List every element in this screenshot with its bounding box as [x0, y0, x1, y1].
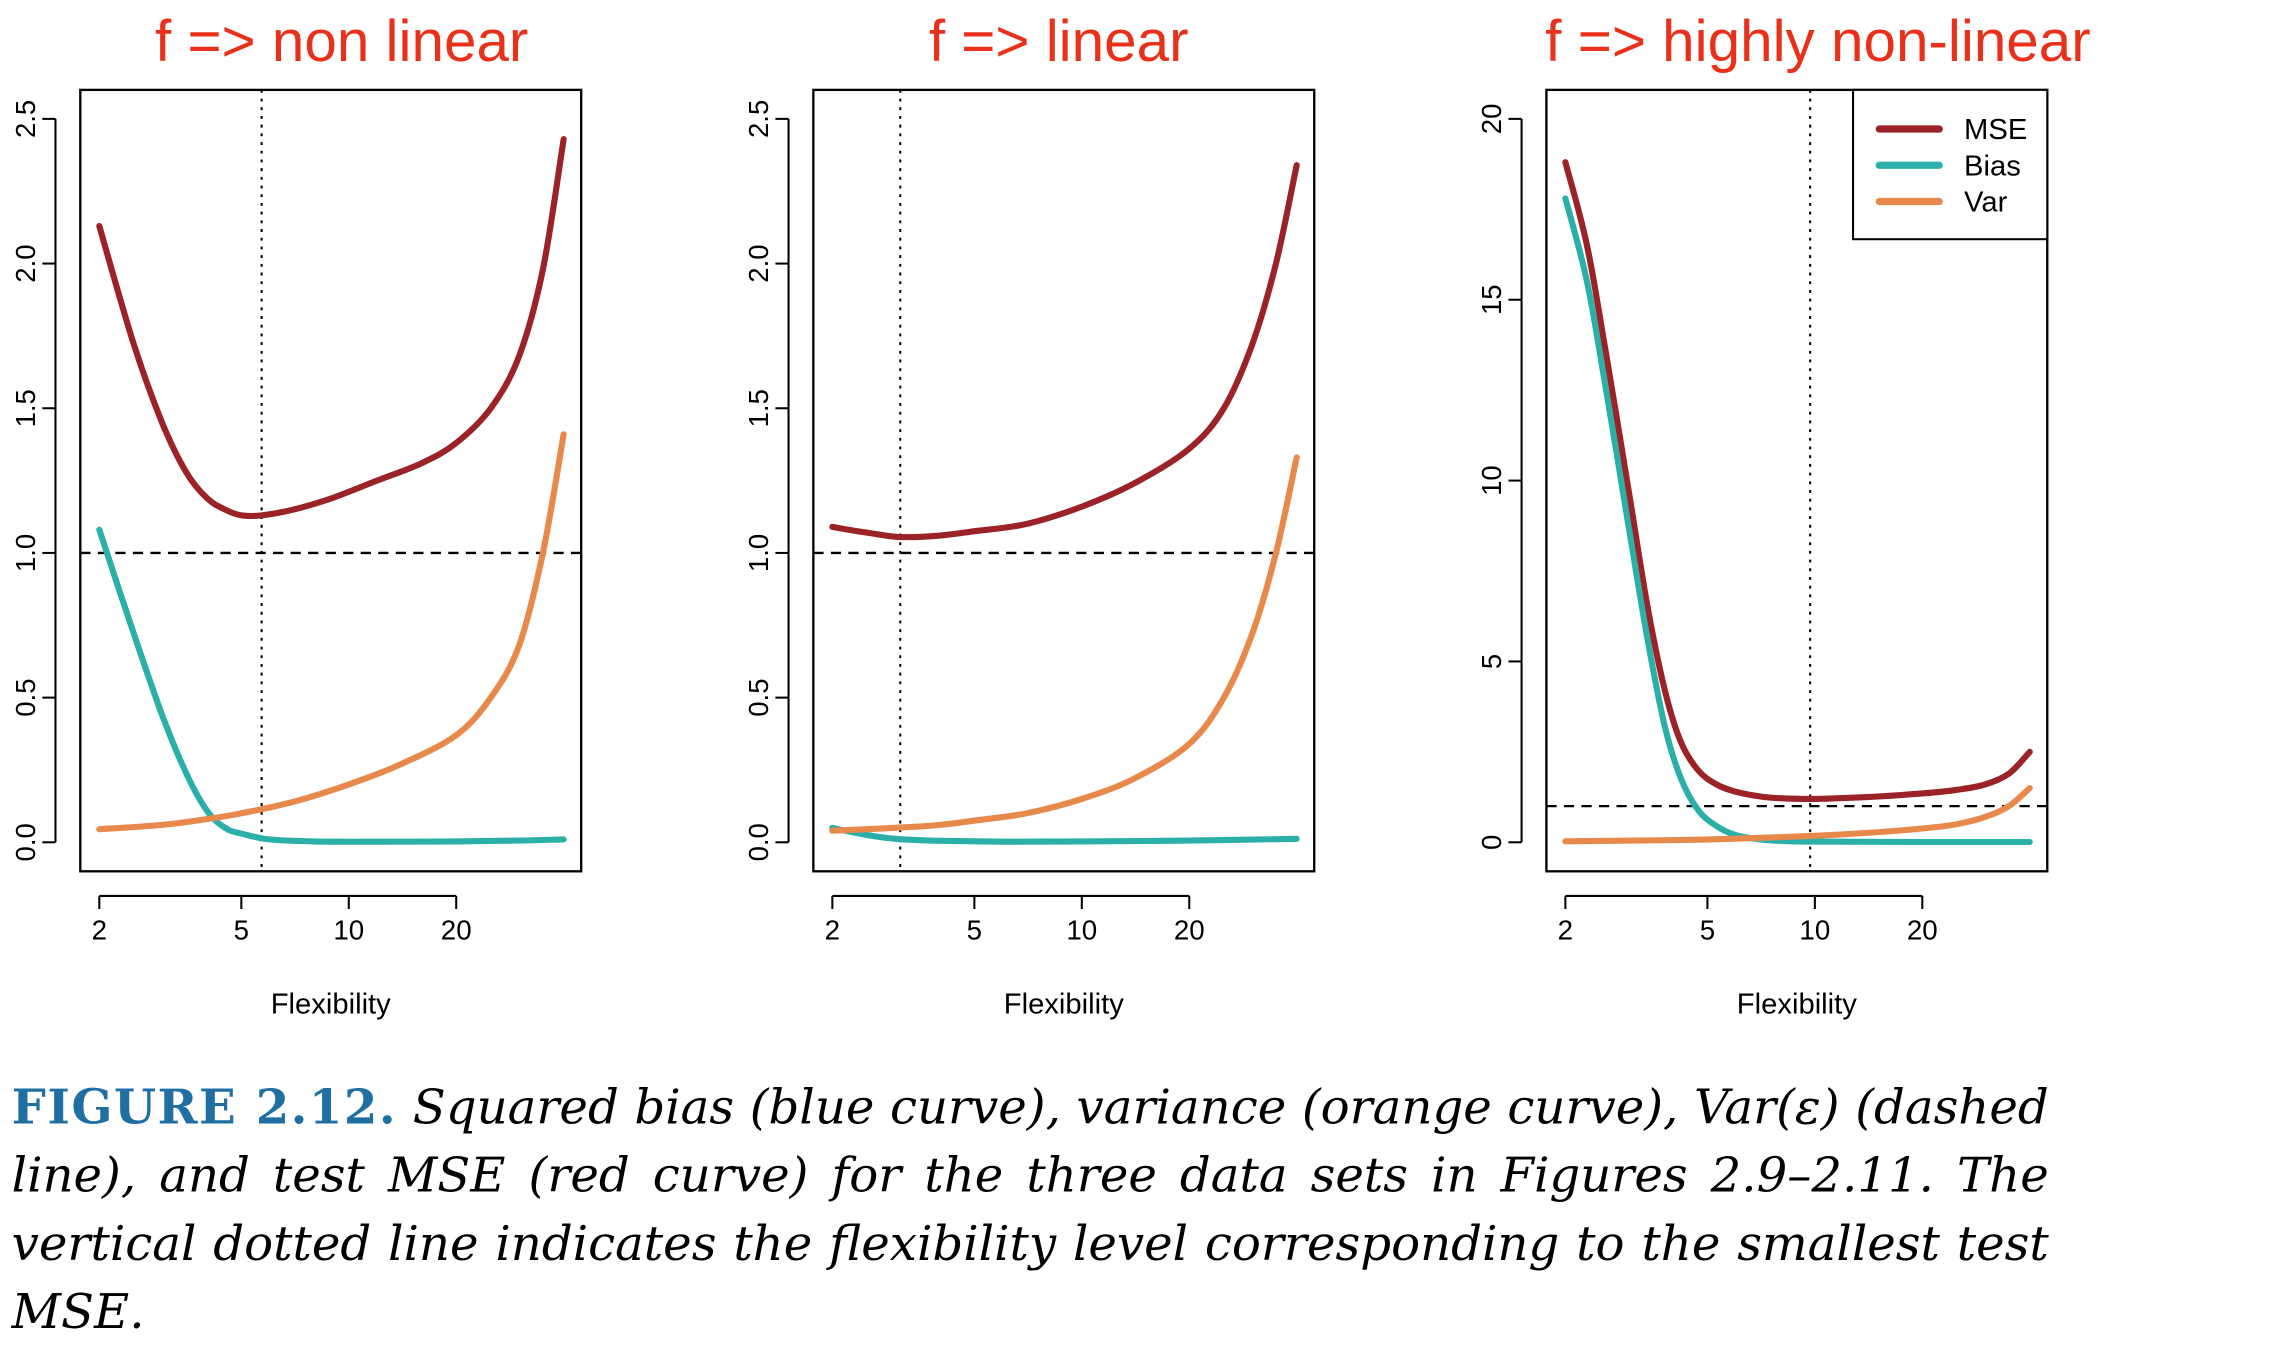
- y-tick-label: 5: [1476, 654, 1507, 669]
- x-tick-label: 20: [1907, 915, 1938, 946]
- y-tick-label: 20: [1476, 104, 1507, 135]
- y-tick-label: 2.5: [743, 100, 774, 138]
- y-tick-label: 1.0: [743, 534, 774, 572]
- series-bias-line: [96, 526, 567, 845]
- panel-title: f => highly non-linear: [1545, 9, 2090, 74]
- y-tick-label: 10: [1476, 465, 1507, 496]
- x-tick-label: 2: [92, 915, 107, 946]
- caption-text: Squared bias (blue curve), variance (ora…: [11, 1078, 2049, 1340]
- y-tick-label: 0.5: [10, 678, 41, 716]
- x-axis-label: Flexibility: [1004, 988, 1125, 1020]
- panel-title: f => non linear: [155, 9, 528, 74]
- legend-label-var: Var: [1964, 187, 2008, 219]
- x-tick-label: 20: [441, 915, 472, 946]
- x-tick-label: 5: [234, 915, 249, 946]
- y-tick-label: 0.0: [743, 823, 774, 861]
- x-tick-label: 2: [1558, 915, 1573, 946]
- y-tick-label: 1.5: [10, 389, 41, 427]
- series-var-line: [829, 454, 1300, 834]
- y-tick-label: 2.0: [743, 244, 774, 282]
- x-tick-label: 5: [1700, 915, 1715, 946]
- plot-frame: [1545, 88, 2049, 873]
- y-tick-label: 1.5: [743, 389, 774, 427]
- y-tick-label: 1.0: [10, 534, 41, 572]
- panel-2: f => linear 2 5 10 20 Flexibility 0.0 0.5 1.0 1.5…: [743, 9, 1316, 1020]
- x-tick-label: 20: [1174, 915, 1205, 946]
- legend-label-bias: Bias: [1964, 151, 2021, 183]
- y-tick-label: 0: [1476, 835, 1507, 850]
- y-tick-label: 0.0: [10, 823, 41, 861]
- x-axis-label: Flexibility: [271, 988, 392, 1020]
- caption-label: FIGURE 2.12.: [11, 1078, 398, 1136]
- plot-frame: [812, 88, 1316, 873]
- legend-label-mse: MSE: [1964, 114, 2027, 146]
- y-tick-label: 15: [1476, 284, 1507, 315]
- x-tick-label: 10: [1066, 915, 1097, 946]
- y-tick-label: 2.0: [10, 244, 41, 282]
- x-tick-label: 10: [333, 915, 364, 946]
- legend: MSE Bias Var: [1852, 88, 2049, 241]
- series-bias-line: [829, 824, 1300, 845]
- series-mse-line: [96, 136, 567, 520]
- series-var-line: [96, 431, 567, 833]
- x-tick-label: 2: [825, 915, 840, 946]
- figure-caption: FIGURE 2.12. Squared bias (blue curve), …: [12, 1073, 2049, 1346]
- panel-3: f => highly non-linear 2 5 10 20 Flexibility 0…: [1476, 9, 2091, 1020]
- panel-1: f => non linear 2 5 10 20 Flexibility 0.0 0.5 1.…: [10, 9, 583, 1020]
- x-tick-label: 5: [967, 915, 982, 946]
- y-tick-label: 0.5: [743, 678, 774, 716]
- series-mse-line: [829, 162, 1300, 541]
- x-tick-label: 10: [1799, 915, 1830, 946]
- x-axis-label: Flexibility: [1737, 988, 1858, 1020]
- y-tick-label: 2.5: [10, 100, 41, 138]
- panel-title: f => linear: [929, 9, 1189, 74]
- series-var-line: [1562, 785, 2033, 845]
- series-mse-line: [1562, 159, 2033, 803]
- series-bias-line: [1562, 195, 2033, 846]
- plot-frame: [79, 88, 583, 873]
